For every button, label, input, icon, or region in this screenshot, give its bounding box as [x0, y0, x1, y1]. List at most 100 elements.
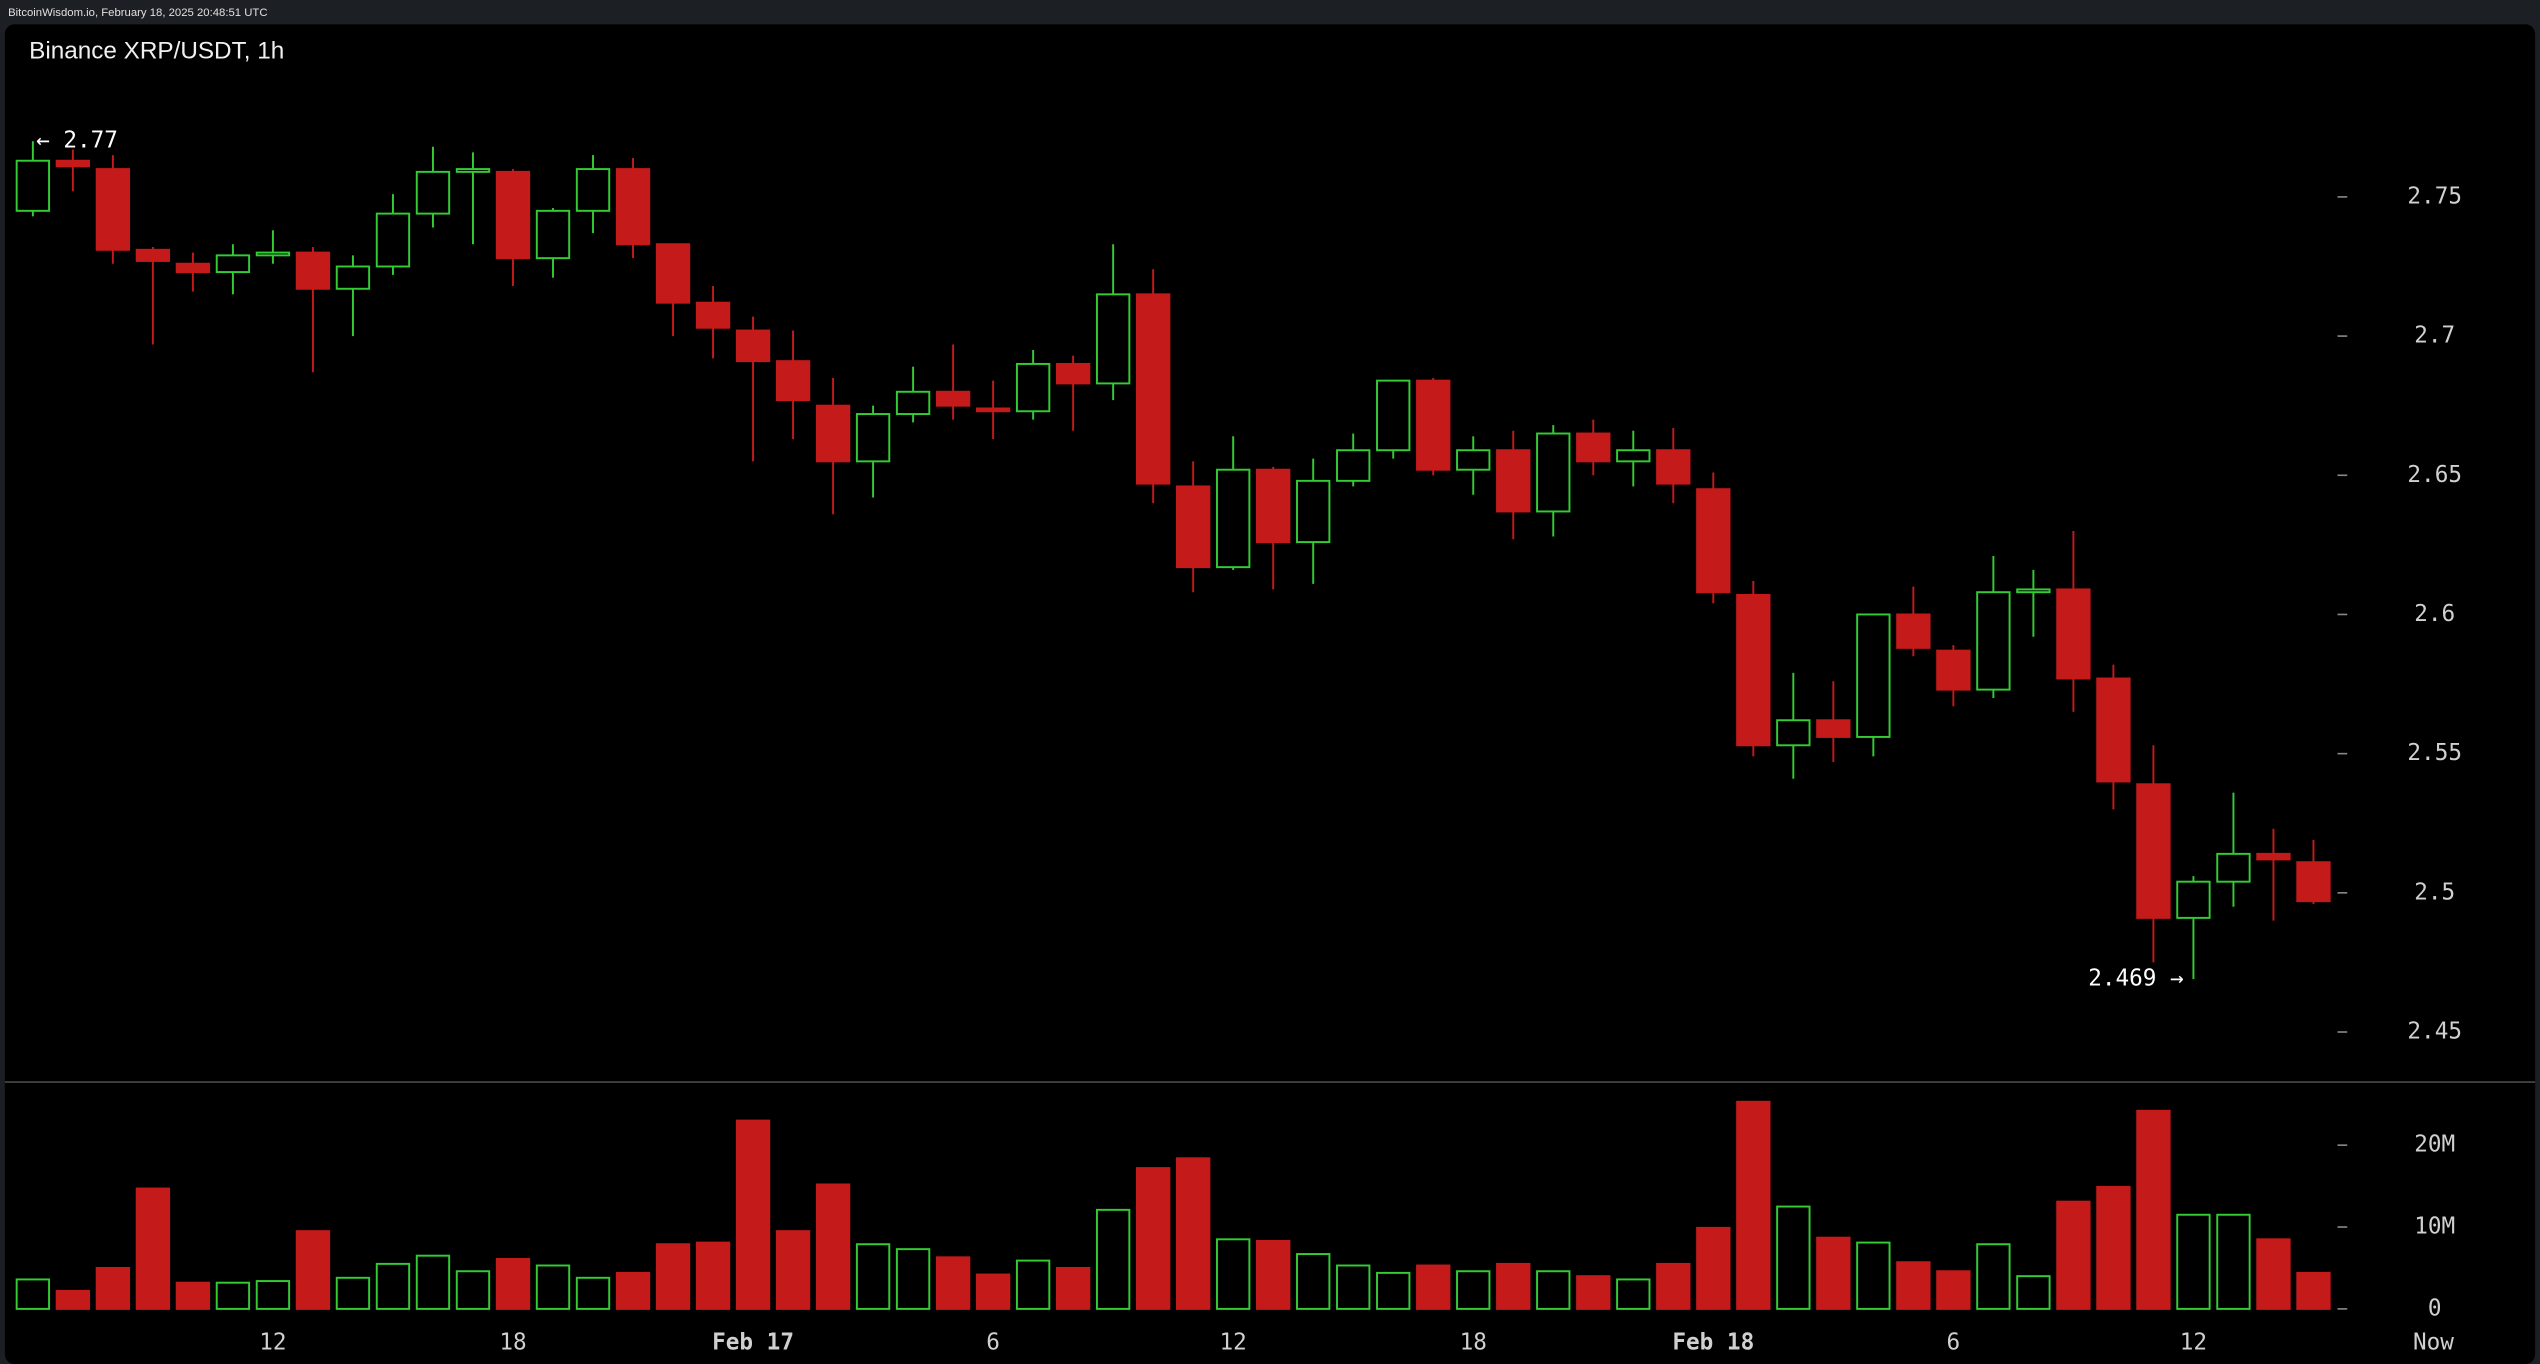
candle-body	[775, 360, 811, 402]
candle-body	[335, 265, 371, 290]
volume-bar	[55, 1289, 91, 1310]
candle-body	[175, 262, 211, 274]
candle-body	[2216, 852, 2251, 883]
y-tick-label: 2.75	[2407, 183, 2462, 209]
low-annotation: 2.469 →	[2088, 966, 2183, 992]
candle-body	[2016, 588, 2051, 594]
volume-bar	[1696, 1226, 1731, 1310]
volume-bar	[255, 1280, 291, 1310]
candle-body	[215, 254, 251, 274]
candle-body	[135, 248, 171, 262]
volume-bar	[1055, 1266, 1091, 1310]
x-tick-label: 12	[1220, 1329, 1247, 1355]
chart-title: Binance XRP/USDT, 1h	[29, 37, 284, 64]
volume-bar	[935, 1256, 971, 1310]
candle-body	[935, 390, 971, 407]
candle-body	[1776, 719, 1811, 747]
candle-body	[1856, 613, 1891, 738]
candle-body	[1896, 613, 1931, 649]
volume-bar	[1216, 1238, 1251, 1310]
candle-body	[1576, 432, 1611, 463]
candle-body	[1256, 468, 1291, 544]
candle-body	[1816, 719, 1851, 738]
volume-bar	[1616, 1278, 1651, 1310]
candle-body	[1216, 468, 1251, 569]
candle-body	[2096, 677, 2131, 783]
volume-bar	[1496, 1262, 1531, 1310]
page-header: BitcoinWisdom.io, February 18, 2025 20:4…	[8, 7, 267, 19]
volume-bar	[1336, 1264, 1371, 1310]
volume-bar	[1576, 1275, 1611, 1310]
candle-body	[2136, 783, 2171, 919]
candle-body	[1336, 449, 1371, 482]
candle-body	[95, 168, 131, 251]
candle-body	[1296, 479, 1331, 544]
volume-bar	[1135, 1167, 1171, 1310]
x-tick-label: 12	[2180, 1329, 2207, 1355]
candle-body	[735, 329, 771, 363]
volume-bar	[495, 1257, 531, 1310]
y2-tick-label: 0	[2428, 1295, 2442, 1321]
candle-body	[895, 390, 931, 416]
volume-bar	[2136, 1109, 2171, 1310]
candle-body	[1015, 362, 1051, 413]
volume-bar	[655, 1243, 691, 1310]
volume-bar	[375, 1262, 411, 1310]
candle-body	[255, 251, 291, 257]
candle-body	[1135, 293, 1171, 485]
candle-body	[295, 251, 331, 290]
candle-body	[655, 243, 691, 304]
x-tick-label: 6	[1947, 1329, 1961, 1355]
candle-body	[615, 168, 651, 246]
volume-bar	[1776, 1205, 1811, 1310]
volume-bar	[1896, 1261, 1931, 1310]
volume-bar	[2176, 1213, 2211, 1310]
y-tick-label: 2.6	[2414, 601, 2455, 627]
volume-bar	[2296, 1271, 2331, 1310]
volume-bar	[975, 1273, 1011, 1310]
y-tick-label: 2.45	[2407, 1019, 2462, 1045]
candle-body	[1736, 594, 1771, 747]
candle-body	[1456, 449, 1491, 471]
volume-bar	[615, 1271, 651, 1310]
candle-body	[2176, 880, 2211, 919]
y2-tick-label: 20M	[2414, 1132, 2455, 1158]
candle-body	[695, 301, 731, 329]
candle-body	[815, 404, 851, 463]
candle-body	[1175, 485, 1211, 569]
x-tick-label: Feb 18	[1672, 1329, 1754, 1355]
candle-body	[1496, 449, 1531, 513]
volume-bar	[855, 1243, 891, 1310]
volume-bar	[455, 1270, 491, 1310]
x-tick-label: Now	[2413, 1329, 2454, 1355]
candle-body	[1376, 379, 1411, 452]
volume-bar	[535, 1264, 571, 1310]
candle-body	[15, 159, 51, 212]
volume-bar	[1456, 1270, 1491, 1310]
y-tick-label: 2.65	[2407, 462, 2462, 488]
volume-bar	[1536, 1270, 1571, 1310]
volume-bar	[335, 1276, 371, 1310]
volume-bar	[1095, 1208, 1131, 1310]
candle-body	[1656, 449, 1691, 485]
volume-bar	[415, 1254, 451, 1310]
volume-bar	[775, 1230, 811, 1310]
volume-bar	[95, 1266, 131, 1310]
volume-bar	[2056, 1200, 2091, 1310]
volume-bar	[1816, 1236, 1851, 1310]
candle-body	[415, 170, 451, 215]
volume-bar	[1656, 1262, 1691, 1310]
volume-bar	[895, 1248, 931, 1310]
volume-bar	[1736, 1100, 1771, 1310]
volume-bar	[1015, 1259, 1051, 1310]
candle-body	[535, 209, 571, 260]
volume-bar	[1175, 1157, 1211, 1310]
volume-bar	[1296, 1253, 1331, 1310]
x-tick-label: 12	[259, 1329, 286, 1355]
candle-body	[2056, 588, 2091, 680]
volume-bar	[15, 1278, 51, 1310]
candle-body	[375, 212, 411, 268]
candle-body	[1616, 449, 1651, 463]
volume-bar	[215, 1281, 251, 1310]
